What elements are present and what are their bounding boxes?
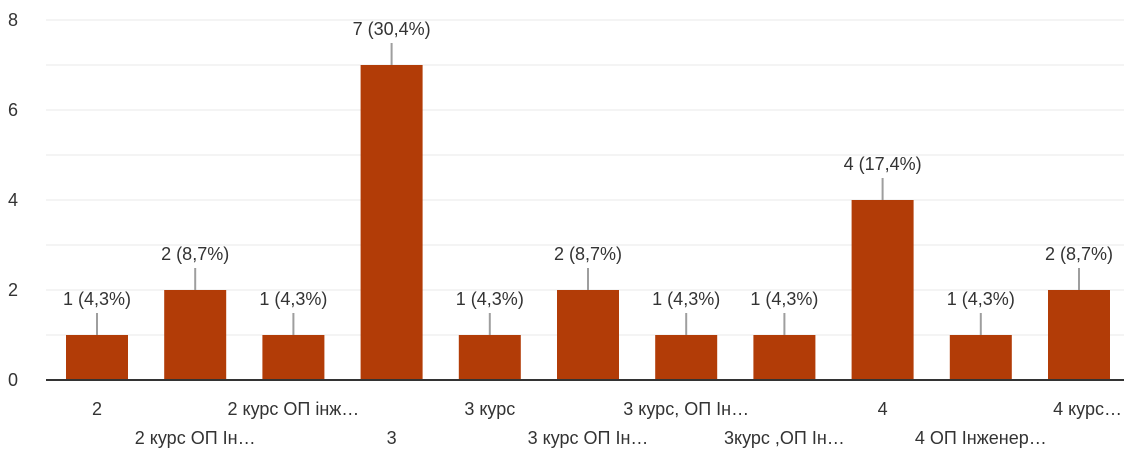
x-tick-label: 2 курс ОП інж… bbox=[227, 399, 359, 419]
y-tick-label: 8 bbox=[8, 10, 18, 30]
x-tick-label: 3 bbox=[387, 428, 397, 448]
bar bbox=[164, 290, 227, 380]
x-tick-label: 3 курс bbox=[464, 399, 515, 419]
y-axis-ticks: 0 2 4 6 8 bbox=[8, 10, 18, 390]
bar bbox=[753, 335, 816, 380]
data-label: 1 (4,3%) bbox=[63, 289, 131, 309]
x-tick-label: 2 bbox=[92, 399, 102, 419]
x-tick-label: 2 курс ОП Ін… bbox=[135, 428, 256, 448]
bar bbox=[66, 335, 128, 380]
data-label: 1 (4,3%) bbox=[750, 289, 818, 309]
bar bbox=[557, 290, 619, 380]
data-label: 1 (4,3%) bbox=[947, 289, 1015, 309]
bar bbox=[1048, 290, 1110, 380]
data-label: 2 (8,7%) bbox=[1045, 244, 1113, 264]
x-tick-label: 4 bbox=[878, 399, 888, 419]
x-axis-ticks: 2 2 курс ОП Ін… 2 курс ОП інж… 3 3 курс 3 кур… bbox=[92, 399, 1122, 448]
x-tick-label: 3 курс ОП Ін… bbox=[528, 428, 649, 448]
label-leader-lines bbox=[96, 43, 1080, 335]
data-label: 2 (8,7%) bbox=[554, 244, 622, 264]
data-label: 7 (30,4%) bbox=[353, 19, 431, 39]
bar bbox=[851, 200, 914, 380]
y-tick-label: 2 bbox=[8, 280, 18, 300]
x-tick-label: 4 курс… bbox=[1053, 399, 1122, 419]
x-tick-label: 3 курс, ОП Ін… bbox=[623, 399, 749, 419]
bar bbox=[949, 335, 1012, 380]
x-tick-label: 4 ОП Інженер… bbox=[915, 428, 1047, 448]
data-label: 2 (8,7%) bbox=[161, 244, 229, 264]
bar bbox=[360, 65, 423, 380]
y-tick-label: 6 bbox=[8, 100, 18, 120]
y-tick-label: 4 bbox=[8, 190, 18, 210]
x-tick-label: 3курс ,ОП Ін… bbox=[724, 428, 845, 448]
data-labels: 1 (4,3%) 2 (8,7%) 1 (4,3%) 7 (30,4%) 1 (4,3%… bbox=[63, 19, 1113, 309]
data-label: 1 (4,3%) bbox=[456, 289, 524, 309]
bar bbox=[262, 335, 325, 380]
y-tick-label: 0 bbox=[8, 370, 18, 390]
data-label: 4 (17,4%) bbox=[844, 154, 922, 174]
data-label: 1 (4,3%) bbox=[652, 289, 720, 309]
bars bbox=[66, 65, 1110, 380]
bar bbox=[655, 335, 718, 380]
bar bbox=[458, 335, 521, 380]
data-label: 1 (4,3%) bbox=[259, 289, 327, 309]
grid-lines bbox=[46, 19, 1124, 336]
